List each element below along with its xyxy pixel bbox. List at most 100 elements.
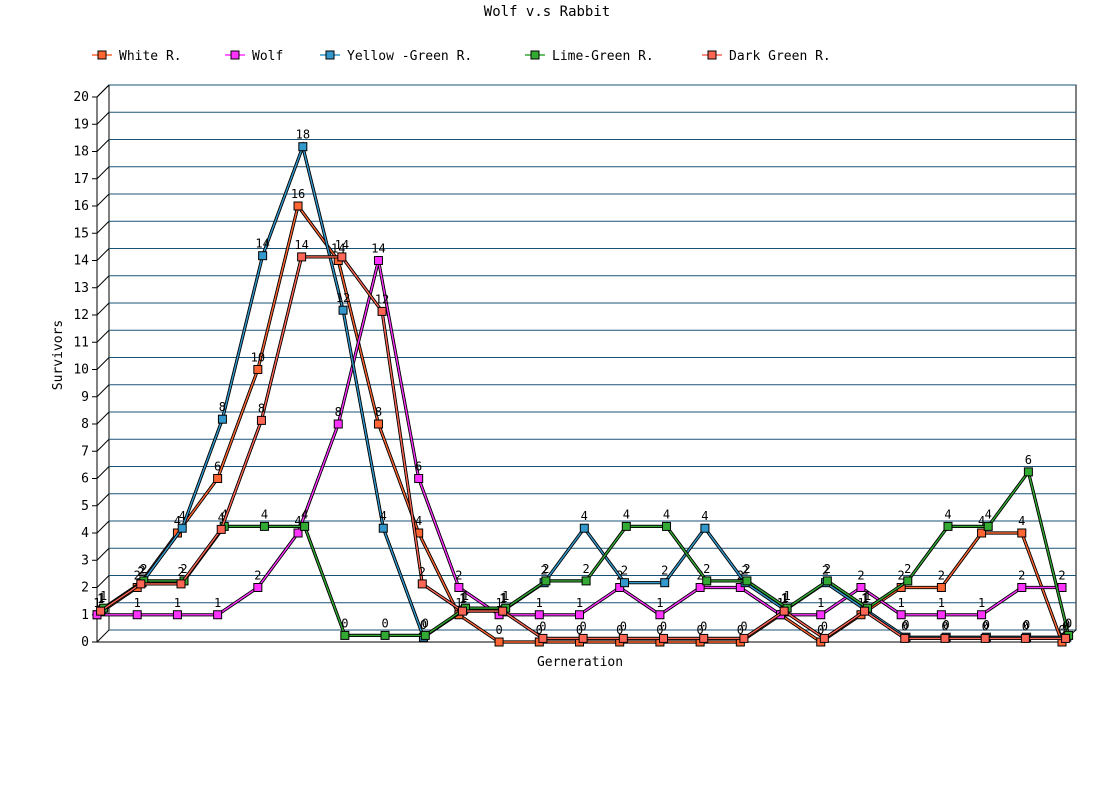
data-label: 1 (864, 589, 871, 603)
data-label: 4 (663, 507, 670, 521)
data-label: 4 (294, 514, 301, 528)
y-tick-label: 20 (73, 90, 89, 105)
data-point (822, 576, 832, 586)
data-label: 2 (419, 565, 426, 579)
data-label: 4 (623, 507, 630, 521)
data-point (337, 252, 347, 262)
data-label: 0 (536, 623, 543, 637)
data-label: 8 (335, 405, 342, 419)
data-point (213, 474, 223, 483)
data-point (977, 610, 987, 620)
data-point (132, 610, 142, 620)
gridline-depth (96, 166, 110, 180)
y-tick-label: 9 (81, 390, 89, 405)
data-label: 2 (455, 569, 462, 583)
data-label: 0 (941, 619, 948, 633)
y-tick-label: 15 (73, 226, 89, 241)
data-label: 1 (781, 592, 788, 606)
data-label: 0 (902, 618, 909, 632)
data-label: 2 (822, 564, 829, 578)
data-label: 0 (817, 623, 824, 637)
data-label: 2 (1018, 569, 1025, 583)
y-tick-label: 10 (73, 363, 89, 378)
data-label: 1 (898, 596, 905, 610)
data-label: 1 (214, 596, 221, 610)
y-tick-label: 1 (81, 608, 89, 623)
data-label: 0 (821, 619, 828, 633)
gridline-depth (96, 547, 110, 561)
legend-label: Dark Green R. (729, 49, 831, 64)
gridline-depth (96, 629, 110, 643)
data-label: 2 (138, 564, 145, 578)
data-point (739, 633, 749, 643)
data-point (1020, 633, 1030, 643)
data-point (534, 610, 544, 620)
data-point (217, 414, 227, 424)
y-tick-label: 11 (73, 335, 89, 350)
data-label: 1 (93, 596, 100, 610)
data-point (377, 306, 387, 316)
data-point (695, 583, 705, 592)
data-point (618, 633, 628, 643)
data-point (172, 610, 182, 620)
data-point (176, 579, 186, 589)
data-label: 2 (697, 569, 704, 583)
data-point (579, 523, 589, 533)
y-tick-label: 5 (81, 499, 89, 514)
data-point (256, 415, 266, 425)
data-label: 2 (621, 564, 628, 578)
data-label: 2 (857, 569, 864, 583)
legend-label: Lime-Green R. (552, 49, 654, 64)
data-point (660, 578, 670, 588)
data-label: 1 (817, 596, 824, 610)
data-label: 14 (371, 242, 385, 256)
data-point (900, 633, 910, 643)
data-point (380, 630, 390, 640)
data-label: 4 (179, 509, 186, 523)
data-point (1057, 583, 1067, 592)
data-point (699, 633, 709, 643)
y-tick-label: 18 (73, 145, 89, 160)
data-label: 1 (978, 596, 985, 610)
data-label: 4 (174, 514, 181, 528)
data-label: 0 (660, 619, 667, 633)
data-label: 0 (616, 623, 623, 637)
data-point (700, 523, 710, 533)
data-label: 0 (697, 623, 704, 637)
gridline-depth (96, 357, 110, 370)
data-point (936, 583, 946, 592)
data-label: 4 (978, 514, 985, 528)
data-point (253, 583, 263, 592)
data-label: 2 (1058, 569, 1065, 583)
data-point (420, 630, 430, 640)
data-label: 16 (291, 187, 305, 201)
data-label: 2 (938, 569, 945, 583)
data-point (293, 528, 303, 538)
data-label: 4 (944, 507, 951, 521)
data-label: 2 (742, 564, 749, 578)
y-tick-label: 0 (81, 635, 89, 650)
legend-marker (707, 50, 717, 60)
data-point (896, 610, 906, 620)
gridline-depth (96, 302, 110, 316)
data-label: 2 (140, 562, 147, 576)
data-point (816, 610, 826, 620)
data-label: 2 (661, 564, 668, 578)
data-label: 0 (495, 623, 502, 637)
data-label: 2 (134, 569, 141, 583)
data-label: 1 (500, 591, 507, 605)
data-label: 1 (134, 596, 141, 610)
gridline-depth (96, 329, 110, 343)
data-point (735, 583, 745, 592)
data-label: 4 (985, 507, 992, 521)
data-label: 4 (301, 507, 308, 521)
data-label: 0 (381, 616, 388, 630)
data-point (373, 256, 383, 265)
data-label: 1 (460, 591, 467, 605)
data-label: 2 (904, 562, 911, 576)
data-point (454, 583, 464, 592)
data-point (662, 521, 672, 531)
